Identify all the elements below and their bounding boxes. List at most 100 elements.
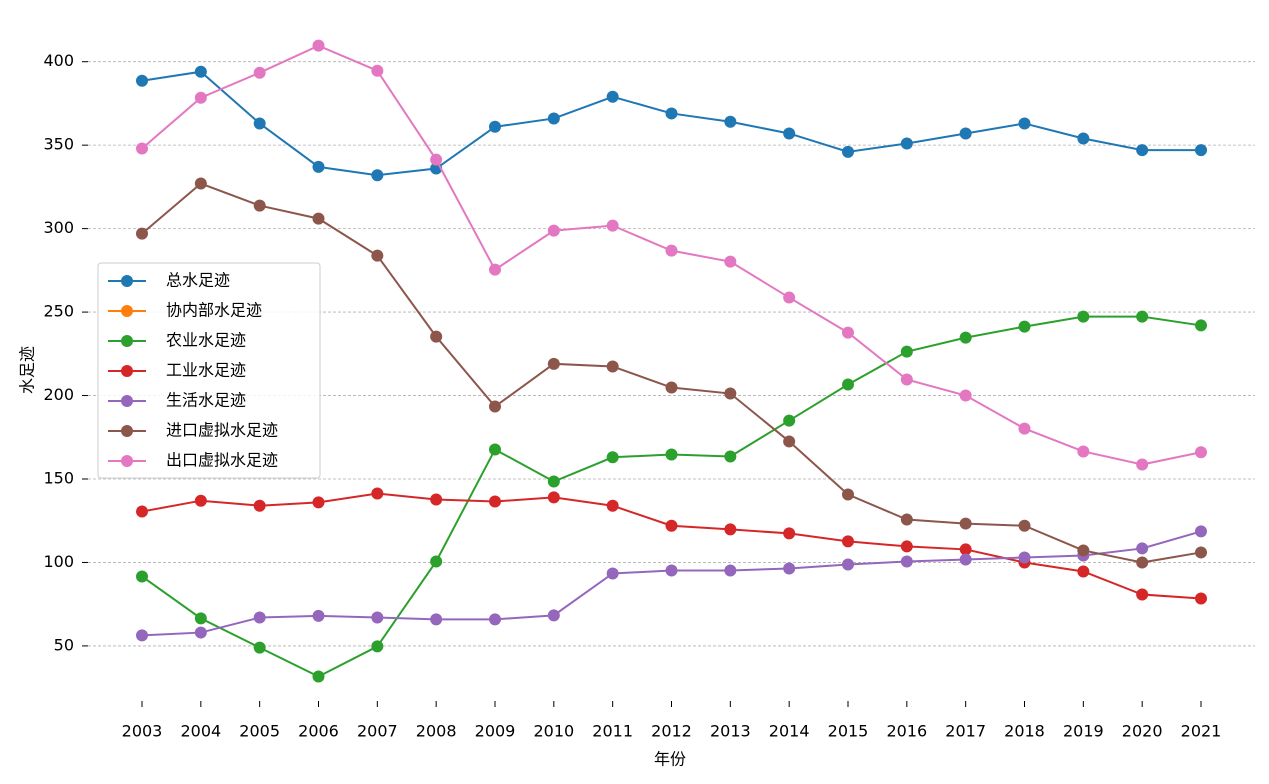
data-point <box>1195 525 1207 538</box>
data-point <box>371 64 384 77</box>
data-point <box>606 90 619 103</box>
data-point <box>1018 320 1031 333</box>
legend-marker <box>121 305 133 317</box>
data-point <box>253 199 266 212</box>
legend-label: 农业水足迹 <box>166 331 246 350</box>
data-point <box>136 74 148 87</box>
data-point <box>194 612 207 625</box>
data-point <box>547 475 560 488</box>
data-point <box>312 160 325 173</box>
data-point <box>724 387 737 400</box>
x-tick-label: 2006 <box>298 722 339 741</box>
legend-label: 协内部水足迹 <box>166 301 262 320</box>
data-point <box>783 127 796 140</box>
data-point <box>665 519 678 532</box>
data-point <box>312 609 325 622</box>
data-point <box>371 169 384 182</box>
data-point <box>430 330 443 343</box>
x-tick-label: 2003 <box>122 722 163 741</box>
data-point <box>430 613 443 626</box>
data-point <box>783 527 796 540</box>
data-point <box>783 435 796 448</box>
data-point <box>1195 592 1207 605</box>
data-point <box>194 65 207 78</box>
data-point <box>842 378 854 391</box>
data-point <box>959 127 972 140</box>
data-point <box>783 291 796 304</box>
x-tick-label: 2015 <box>828 722 869 741</box>
legend-label: 工业水足迹 <box>166 361 246 380</box>
data-point <box>547 491 560 504</box>
data-point <box>371 611 384 624</box>
data-point <box>547 112 560 125</box>
legend-label: 生活水足迹 <box>166 391 246 410</box>
data-point <box>842 326 854 339</box>
data-point <box>665 244 678 257</box>
legend-marker <box>121 365 133 377</box>
data-point <box>724 450 737 463</box>
data-point <box>900 373 913 386</box>
data-point <box>194 177 207 190</box>
x-tick-label: 2005 <box>239 722 280 741</box>
series-line <box>141 492 1202 600</box>
data-point <box>1018 117 1031 130</box>
data-point <box>371 487 384 500</box>
x-tick-label: 2013 <box>710 722 751 741</box>
data-point <box>900 137 913 150</box>
data-point <box>253 641 266 654</box>
data-point <box>1195 446 1207 459</box>
data-point <box>1136 310 1149 323</box>
data-point <box>665 107 678 120</box>
data-point <box>547 224 560 237</box>
data-point <box>842 535 854 548</box>
x-tick-label: 2017 <box>945 722 986 741</box>
data-point <box>1018 519 1031 532</box>
data-point <box>1136 144 1149 157</box>
x-tick-label: 2012 <box>651 722 692 741</box>
data-point <box>371 640 384 653</box>
data-point <box>489 400 501 413</box>
data-point <box>136 570 148 583</box>
data-point <box>900 540 913 553</box>
data-point <box>606 360 619 373</box>
data-point <box>136 227 148 240</box>
x-tick-label: 2011 <box>592 722 633 741</box>
data-point <box>665 381 678 394</box>
data-point <box>253 611 266 624</box>
legend-box <box>97 262 321 479</box>
legend-marker <box>121 335 133 347</box>
data-point <box>489 495 501 508</box>
series-line <box>141 70 1201 177</box>
y-axis-label: 水足迹 <box>18 346 37 394</box>
data-point <box>430 493 443 506</box>
data-point <box>842 488 854 501</box>
data-point <box>1136 458 1149 471</box>
y-tick-label: 100 <box>43 552 74 571</box>
data-point <box>136 629 148 642</box>
data-point <box>136 505 148 518</box>
data-point <box>253 499 266 512</box>
data-point <box>371 249 384 262</box>
data-point <box>1136 542 1149 555</box>
data-point <box>1195 144 1207 157</box>
data-point <box>312 670 325 683</box>
data-point <box>1077 544 1090 557</box>
data-point <box>312 496 325 509</box>
data-point <box>430 555 443 568</box>
legend-marker <box>121 425 133 437</box>
data-point <box>1077 445 1090 458</box>
x-tick-label: 2016 <box>886 722 927 741</box>
x-tick-label: 2008 <box>416 722 457 741</box>
data-point <box>253 66 266 79</box>
legend-marker <box>121 455 133 467</box>
data-point <box>194 494 207 507</box>
data-point <box>665 564 678 577</box>
data-point <box>489 613 501 626</box>
data-point <box>194 626 207 639</box>
data-point <box>489 120 501 133</box>
data-point <box>724 255 737 268</box>
data-point <box>783 562 796 575</box>
data-point <box>1077 310 1090 323</box>
